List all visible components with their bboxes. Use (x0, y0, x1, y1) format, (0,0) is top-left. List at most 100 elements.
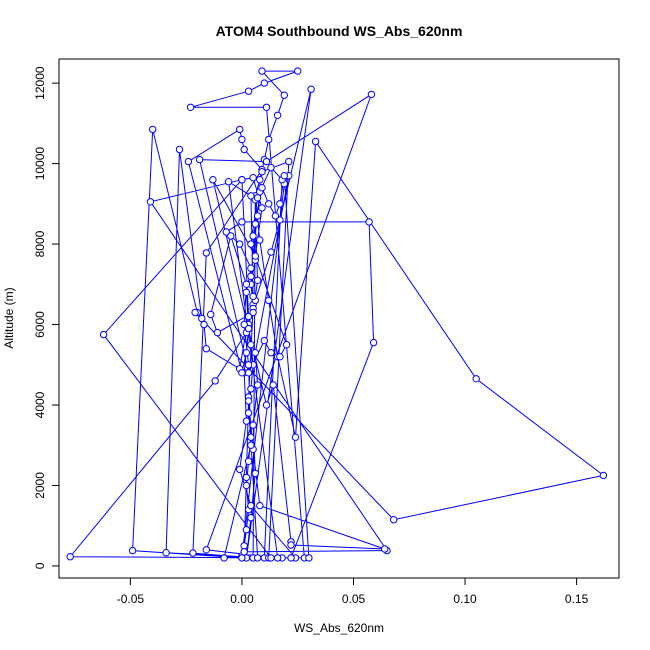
data-point (294, 67, 302, 75)
data-point (238, 554, 246, 562)
data-point (280, 172, 288, 180)
data-point (253, 212, 262, 220)
data-point (202, 546, 211, 554)
data-point (244, 312, 253, 321)
y-tick-label: 8000 (33, 230, 47, 257)
data-point (244, 369, 253, 377)
data-point (273, 554, 282, 562)
data-point (240, 320, 248, 329)
y-tick-label: 10000 (33, 147, 47, 181)
data-point (99, 330, 108, 339)
data-point (238, 176, 246, 184)
data-point (253, 381, 262, 389)
data-point (291, 433, 300, 441)
data-point (262, 157, 271, 166)
data-point (189, 549, 197, 557)
data-point (238, 218, 246, 226)
data-point (249, 308, 257, 317)
data-point (175, 145, 184, 154)
data-point (262, 103, 271, 112)
data-point (258, 184, 266, 192)
y-tick-label: 4000 (33, 391, 47, 418)
data-point (207, 310, 215, 319)
data-point (247, 441, 255, 449)
data-point (369, 338, 378, 347)
data-point (276, 200, 284, 208)
data-point (227, 232, 235, 240)
data-point (258, 204, 266, 212)
data-point (267, 163, 275, 172)
data-point (209, 176, 217, 184)
data-point (276, 353, 284, 361)
data-point (247, 433, 255, 441)
data-point (242, 417, 251, 425)
data-point (365, 218, 373, 226)
data-point (599, 471, 608, 480)
x-tick-label: 0.15 (565, 592, 589, 606)
data-point (251, 469, 260, 478)
data-point (472, 375, 480, 383)
data-point (146, 198, 155, 206)
data-point (240, 548, 248, 556)
data-point (249, 421, 257, 429)
y-tick-label: 2000 (33, 472, 47, 499)
data-point (249, 232, 257, 240)
data-point (220, 554, 228, 562)
data-point (253, 554, 262, 562)
x-axis-title: WS_Abs_620nm (294, 621, 384, 635)
x-tick-label: -0.05 (117, 592, 145, 606)
data-point (265, 135, 273, 144)
data-point (244, 87, 253, 95)
data-point (276, 216, 284, 224)
data-point (236, 240, 244, 248)
data-point (258, 168, 266, 176)
data-point (367, 90, 376, 99)
plot-area (66, 67, 608, 562)
data-point (285, 157, 293, 166)
data-point (253, 276, 262, 284)
data-point (162, 549, 170, 557)
data-point (271, 212, 280, 220)
data-point (244, 324, 253, 333)
data-point (242, 349, 251, 357)
data-point (249, 174, 257, 182)
data-point (149, 125, 157, 134)
data-point (260, 79, 268, 87)
data-point (253, 194, 262, 202)
data-point (224, 178, 233, 186)
data-point (267, 554, 275, 562)
data-point (247, 264, 255, 272)
data-point (390, 516, 398, 524)
data-point (186, 103, 195, 112)
data-point (251, 349, 260, 357)
data-point (191, 308, 199, 317)
data-point (213, 328, 222, 337)
data-point (265, 296, 273, 305)
x-axis: -0.05 0.00 0.05 0.10 0.15 (117, 577, 589, 606)
data-point (267, 349, 275, 357)
data-point (305, 554, 313, 562)
data-point (311, 137, 320, 146)
data-point (200, 320, 208, 329)
data-point (236, 465, 244, 474)
data-point (244, 397, 253, 405)
data-point (282, 341, 291, 349)
data-point (128, 546, 137, 555)
data-point (381, 545, 389, 553)
x-tick-label: 0.10 (453, 592, 477, 606)
data-point (211, 377, 219, 385)
data-point (247, 240, 255, 248)
data-point (247, 501, 255, 510)
y-tick-label: 6000 (33, 311, 47, 338)
y-axis-title: Altitude (m) (2, 287, 16, 348)
data-point (244, 361, 253, 369)
data-point (251, 252, 260, 260)
data-point (256, 501, 264, 510)
data-point (251, 220, 260, 228)
x-tick-label: 0.05 (342, 592, 366, 606)
data-point (240, 145, 248, 154)
data-point (273, 111, 282, 120)
data-point (260, 336, 268, 345)
y-tick-label: 12000 (33, 66, 47, 100)
